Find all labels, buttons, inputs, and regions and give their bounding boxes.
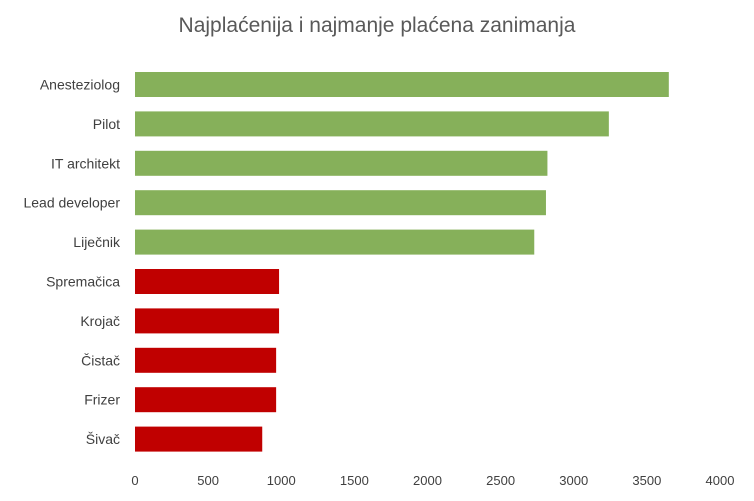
x-tick-label: 3000 (559, 473, 588, 488)
x-tick-label: 0 (131, 473, 138, 488)
category-label: IT architekt (51, 155, 120, 171)
chart-title: Najplaćenija i najmanje plaćena zanimanj… (178, 14, 576, 37)
bar (135, 229, 535, 255)
category-label: Krojač (80, 313, 120, 329)
bar (135, 387, 277, 413)
x-tick-label: 4000 (706, 473, 735, 488)
x-tick-label: 1000 (267, 473, 296, 488)
category-label: Frizer (84, 392, 120, 408)
x-tick-label: 1500 (340, 473, 369, 488)
category-label: Lead developer (23, 195, 120, 211)
bar (135, 308, 280, 334)
bar (135, 72, 669, 97)
x-tick-label: 2000 (413, 473, 442, 488)
x-tick-label: 2500 (486, 473, 515, 488)
bar (135, 150, 548, 176)
bar (135, 190, 546, 216)
category-label: Spremačica (46, 274, 120, 290)
bar (135, 111, 609, 137)
category-label: Čistač (81, 352, 120, 368)
bar (135, 347, 277, 373)
category-label: Anesteziolog (40, 77, 120, 93)
category-label: Šivač (86, 431, 120, 447)
bar (135, 269, 280, 294)
category-label: Pilot (93, 116, 120, 132)
bar (135, 426, 263, 452)
category-label: Liječnik (73, 234, 121, 250)
x-tick-label: 3500 (632, 473, 661, 488)
x-tick-label: 500 (197, 473, 219, 488)
